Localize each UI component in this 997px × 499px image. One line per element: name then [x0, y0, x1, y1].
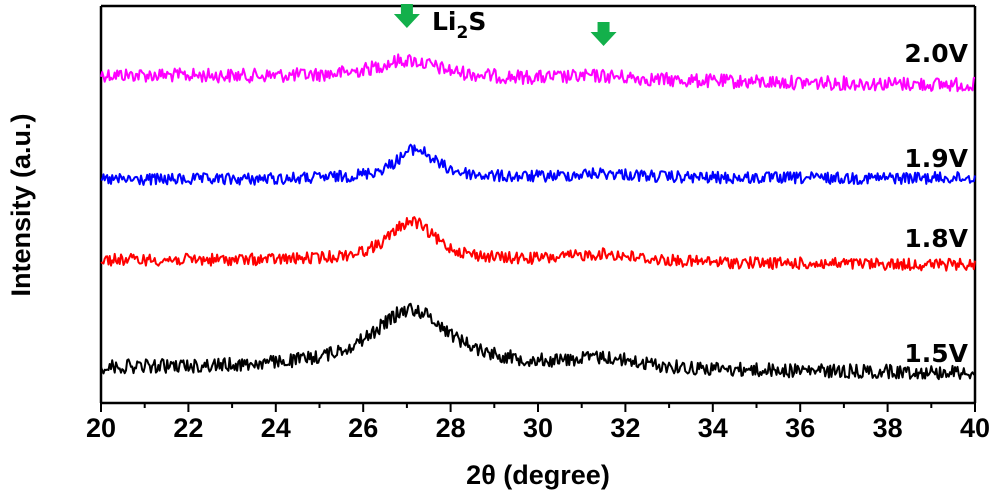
- x-axis-ticks: 20 22 24 26 28 30 32 34 36 38 40: [86, 403, 990, 443]
- x-tick-label: 20: [86, 413, 116, 443]
- series-trace-1_8V: [100, 216, 976, 272]
- x-tick-label: 38: [873, 413, 903, 443]
- series-label: 2.0V: [904, 39, 968, 68]
- x-tick-label: 40: [960, 413, 990, 443]
- x-tick-label: 32: [610, 413, 640, 443]
- x-tick-label: 22: [173, 413, 203, 443]
- x-axis-title: 2θ (degree): [466, 460, 610, 490]
- series-label: 1.5V: [904, 339, 968, 368]
- annotations: Li2S: [393, 4, 617, 46]
- x-tick-label: 28: [436, 413, 466, 443]
- x-tick-label: 26: [348, 413, 378, 443]
- series-traces: [100, 53, 976, 381]
- series-labels: 2.0V 1.9V 1.8V 1.5V: [904, 39, 968, 368]
- down-arrow-icon: [590, 22, 617, 46]
- li2s-annotation: Li2S: [432, 7, 486, 43]
- series-label: 1.9V: [904, 144, 968, 173]
- series-trace-1_5V: [100, 302, 976, 381]
- series-label: 1.8V: [904, 224, 968, 253]
- x-tick-label: 30: [523, 413, 553, 443]
- x-tick-label: 24: [261, 413, 291, 443]
- series-trace-1_9V: [100, 143, 976, 186]
- x-tick-label: 36: [785, 413, 815, 443]
- down-arrow-icon: [393, 4, 420, 28]
- series-trace-2_0V: [100, 53, 976, 93]
- plot-frame: [99, 4, 977, 405]
- y-axis-title: Intensity (a.u.): [6, 113, 36, 296]
- x-tick-label: 34: [698, 413, 728, 443]
